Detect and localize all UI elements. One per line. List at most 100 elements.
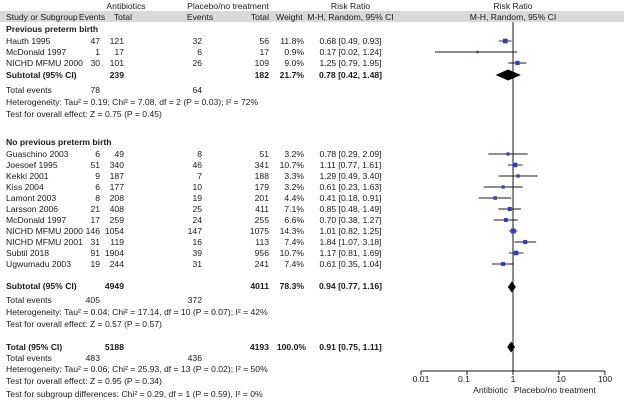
events2: 19 bbox=[192, 193, 202, 203]
col-study: Study or Subgroup bbox=[6, 12, 78, 22]
events2: 32 bbox=[192, 36, 202, 46]
ci-text: 0.78 [0.29, 2.09] bbox=[319, 149, 382, 159]
study-marker bbox=[516, 174, 520, 178]
risk-ratio-plot-header: Risk Ratio bbox=[493, 1, 533, 11]
total-events-label: Total events bbox=[6, 353, 52, 363]
total1: 259 bbox=[109, 215, 124, 225]
ci-text: 0.61 [0.23, 1.63] bbox=[319, 182, 382, 192]
favours-left-label: Antibiotic bbox=[473, 385, 508, 395]
study-marker bbox=[507, 207, 512, 211]
total2: 201 bbox=[254, 193, 269, 203]
pooled-diamond bbox=[495, 69, 521, 81]
col-ci: M-H, Random, 95% CI bbox=[307, 12, 394, 22]
study-marker bbox=[523, 239, 528, 245]
weight: 9.0% bbox=[284, 58, 304, 68]
study-name: Ugwumadu 2003 bbox=[6, 259, 71, 269]
total2: 956 bbox=[254, 248, 269, 258]
total2: 56 bbox=[259, 36, 269, 46]
favours-right-label: Placebo/no treatment bbox=[514, 385, 596, 395]
events1: 6 bbox=[95, 182, 100, 192]
overall-effect-text: Test for overall effect: Z = 0.75 (P = 0… bbox=[6, 109, 162, 119]
total-label: Total (95% CI) bbox=[6, 342, 63, 352]
study-marker bbox=[515, 60, 520, 66]
events2: 8 bbox=[197, 149, 202, 159]
subtotal-ci: 0.78 [0.42, 1.48] bbox=[318, 70, 383, 80]
header-background bbox=[0, 11, 624, 22]
total1: 121 bbox=[109, 36, 124, 46]
total1: 408 bbox=[109, 204, 124, 214]
weight: 10.7% bbox=[279, 160, 304, 170]
total2: 188 bbox=[254, 171, 269, 181]
axis-tick-label: 100 bbox=[597, 374, 613, 384]
ci-text: 0.70 [0.38, 1.27] bbox=[319, 215, 382, 225]
study-name: Kekki 2001 bbox=[6, 171, 49, 181]
events2: 25 bbox=[192, 204, 202, 214]
overall-effect-text: Test for overall effect: Z = 0.95 (P = 0… bbox=[6, 376, 162, 386]
events1: 47 bbox=[90, 36, 100, 46]
study-name: Hauth 1995 bbox=[6, 36, 51, 46]
events1: 6 bbox=[95, 149, 100, 159]
subtotal-weight: 78.3% bbox=[279, 281, 304, 291]
events1: 17 bbox=[90, 215, 100, 225]
total1: 119 bbox=[110, 237, 124, 247]
study-name: NICHD MFMU 2000 bbox=[6, 226, 83, 236]
pooled-diamond bbox=[507, 281, 516, 293]
events2: 7 bbox=[197, 171, 202, 181]
study-marker bbox=[503, 218, 508, 222]
weight: 7.4% bbox=[284, 259, 304, 269]
events1: 19 bbox=[90, 259, 100, 269]
events2: 24 bbox=[192, 215, 202, 225]
study-marker bbox=[513, 250, 519, 256]
events2: 39 bbox=[192, 248, 202, 258]
study-marker bbox=[512, 162, 518, 168]
group2-header: Placebo/no treatment bbox=[187, 1, 269, 11]
heterogeneity-text: Heterogeneity: Tau² = 0.19; Chi² = 7.08,… bbox=[6, 97, 259, 107]
weight: 3.2% bbox=[284, 149, 304, 159]
total-events-label: Total events bbox=[6, 295, 52, 305]
col-total2: Total bbox=[250, 12, 269, 22]
total2: 341 bbox=[254, 160, 269, 170]
study-marker bbox=[501, 185, 505, 189]
subgroup-difference-text: Test for subgroup differences: Chi² = 0.… bbox=[6, 389, 263, 399]
subtotal-total1: 4949 bbox=[104, 281, 124, 291]
total-ci: 0.91 [0.75, 1.11] bbox=[319, 342, 382, 352]
events1: 51 bbox=[90, 160, 100, 170]
total-events1: 78 bbox=[90, 85, 100, 95]
overall-effect-text: Test for overall effect: Z = 0.57 (P = 0… bbox=[6, 319, 162, 329]
weight: 6.6% bbox=[284, 215, 304, 225]
ci-text: 1.29 [0.49, 3.40] bbox=[319, 171, 382, 181]
study-marker bbox=[493, 196, 497, 200]
total1: 208 bbox=[109, 193, 124, 203]
subgroup-title: Previous preterm birth bbox=[6, 24, 99, 34]
col-ci-plot: M-H, Random, 95% CI bbox=[469, 12, 557, 22]
ci-text: 0.68 [0.49, 0.93] bbox=[319, 36, 382, 46]
events1: 1 bbox=[95, 47, 100, 57]
study-marker bbox=[510, 228, 516, 234]
total-events1: 483 bbox=[85, 353, 100, 363]
risk-ratio-header: Risk Ratio bbox=[330, 1, 371, 11]
ci-text: 0.41 [0.18, 0.91] bbox=[319, 193, 382, 203]
events1: 21 bbox=[90, 204, 100, 214]
events2: 16 bbox=[192, 237, 202, 247]
total1: 187 bbox=[109, 171, 124, 181]
weight: 4.4% bbox=[284, 193, 304, 203]
ci-text: 1.17 [0.81, 1.69] bbox=[319, 248, 382, 258]
total-events-label: Total events bbox=[6, 85, 52, 95]
subtotal-label: Subtotal (95% CI) bbox=[6, 70, 77, 80]
axis-tick-label: 1 bbox=[510, 374, 516, 384]
study-marker bbox=[502, 38, 508, 44]
weight: 7.4% bbox=[284, 237, 304, 247]
study-name: Larsson 2006 bbox=[6, 204, 59, 214]
study-marker bbox=[476, 50, 479, 54]
total1: 49 bbox=[114, 149, 124, 159]
col-weight: Weight bbox=[276, 12, 303, 22]
subtotal-total1: 239 bbox=[109, 70, 124, 80]
total-events2: 372 bbox=[187, 295, 202, 305]
ci-text: 0.61 [0.35, 1.04] bbox=[319, 259, 382, 269]
events2: 147 bbox=[187, 226, 202, 236]
ci-text: 0.17 [0.02, 1.24] bbox=[319, 47, 382, 57]
study-name: Joesoef 1995 bbox=[6, 160, 58, 170]
heterogeneity-text: Heterogeneity: Tau² = 0.04; Chi² = 17.14… bbox=[6, 307, 268, 317]
total-total1: 5188 bbox=[104, 342, 124, 352]
